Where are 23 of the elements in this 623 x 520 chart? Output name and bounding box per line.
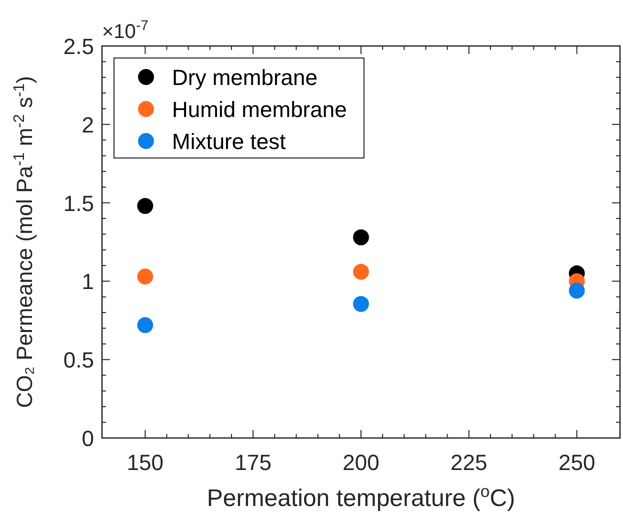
y-tick-label: 1	[82, 269, 94, 294]
point	[137, 198, 154, 214]
x-tick-label: 150	[126, 450, 164, 475]
legend-label: Dry membrane	[172, 65, 318, 90]
y-tick-label: 2.5	[63, 34, 94, 59]
x-tick-label: 175	[234, 450, 272, 475]
legend-label: Humid membrane	[172, 97, 347, 122]
point	[353, 264, 369, 280]
legend-label: Mixture test	[172, 129, 286, 154]
point	[568, 282, 585, 299]
x-axis-title: Permeation temperature ($^{o}$C)	[206, 482, 516, 512]
x-tick-label: 200	[342, 450, 380, 475]
x-tick-label: 225	[450, 450, 488, 475]
point	[353, 229, 369, 246]
y-tick-label: 1.5	[63, 190, 94, 216]
point	[137, 268, 154, 284]
text: ×10$^{-7}$	[102, 17, 149, 43]
x-tick-label: 250	[558, 450, 596, 475]
point	[353, 296, 369, 312]
point	[137, 317, 154, 334]
y-tick-label: 0	[82, 426, 94, 451]
y-tick-label: 2	[82, 112, 94, 138]
y-tick-label: 0.5	[63, 348, 94, 373]
